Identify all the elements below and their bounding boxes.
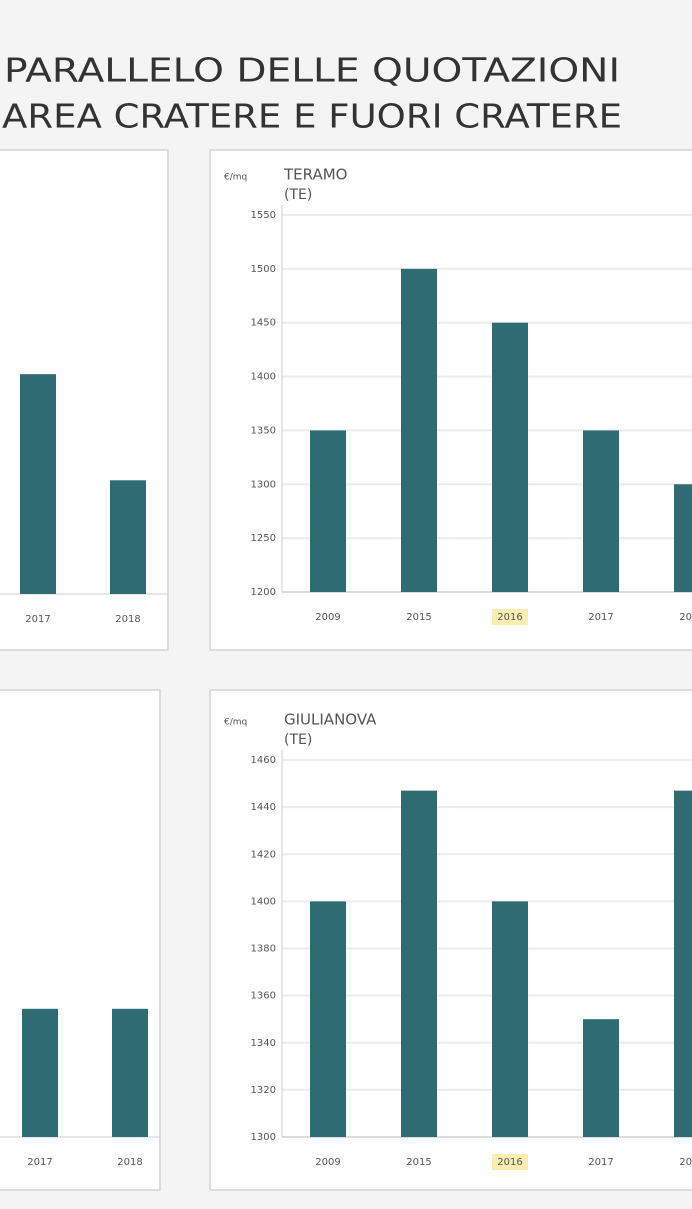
category-highlight [492,609,528,625]
x-tick-label: 2018 [679,1157,692,1168]
bar [401,790,437,1137]
x-tick-label: 2018 [679,612,692,623]
slide-subtitle: AREA CRATERE E FUORI CRATERE [2,97,622,136]
y-tick-label: 1380 [251,944,276,955]
bar [22,1008,58,1137]
y-tick-label: 1550 [251,210,276,221]
y-tick-label: 1200 [251,587,276,598]
bar [583,430,619,592]
y-tick-label: 1420 [251,849,276,860]
x-tick-label: 2016 [497,1157,522,1168]
y-tick-label: 1320 [251,1085,276,1096]
x-tick-label: 2017 [25,614,50,625]
x-tick-label: 2018 [117,1157,142,1168]
bar [110,480,146,594]
bar [310,430,346,592]
bar [401,268,437,592]
y-tick-label: 1300 [251,1132,276,1143]
y-tick-label: 1350 [251,425,276,436]
y-axis-label: €/mq [224,173,247,183]
bar [583,1019,619,1137]
x-tick-label: 2018 [115,614,140,625]
bar [310,901,346,1137]
x-tick-label: 2016 [497,612,522,623]
x-tick-label: 2009 [315,612,340,623]
x-tick-label: 2017 [588,1157,613,1168]
y-tick-label: 1440 [251,802,276,813]
y-tick-label: 1500 [251,264,276,275]
chart-subtitle: (TE) [284,732,312,748]
bar [112,1008,148,1137]
bar [674,790,692,1137]
slide-title: PARALLELO DELLE QUOTAZIONI [4,51,620,90]
x-tick-label: 2015 [406,1157,431,1168]
x-tick-label: 2009 [315,1157,340,1168]
x-tick-label: 2017 [588,612,613,623]
y-tick-label: 1450 [251,318,276,329]
y-tick-label: 1400 [251,372,276,383]
bar [20,374,56,594]
category-highlight [492,1154,528,1170]
y-tick-label: 1400 [251,896,276,907]
y-tick-label: 1460 [251,755,276,766]
bar [492,901,528,1137]
y-tick-label: 1250 [251,533,276,544]
chart-title: GIULIANOVA [284,711,377,729]
chart-title: TERAMO [283,166,347,184]
x-tick-label: 2015 [406,612,431,623]
y-tick-label: 1300 [251,479,276,490]
chart-subtitle: (TE) [284,187,312,203]
x-tick-label: 2017 [27,1157,52,1168]
bar [674,484,692,592]
y-axis-label: €/mq [224,718,247,728]
y-tick-label: 1360 [251,991,276,1002]
y-tick-label: 1340 [251,1038,276,1049]
bar [492,322,528,592]
